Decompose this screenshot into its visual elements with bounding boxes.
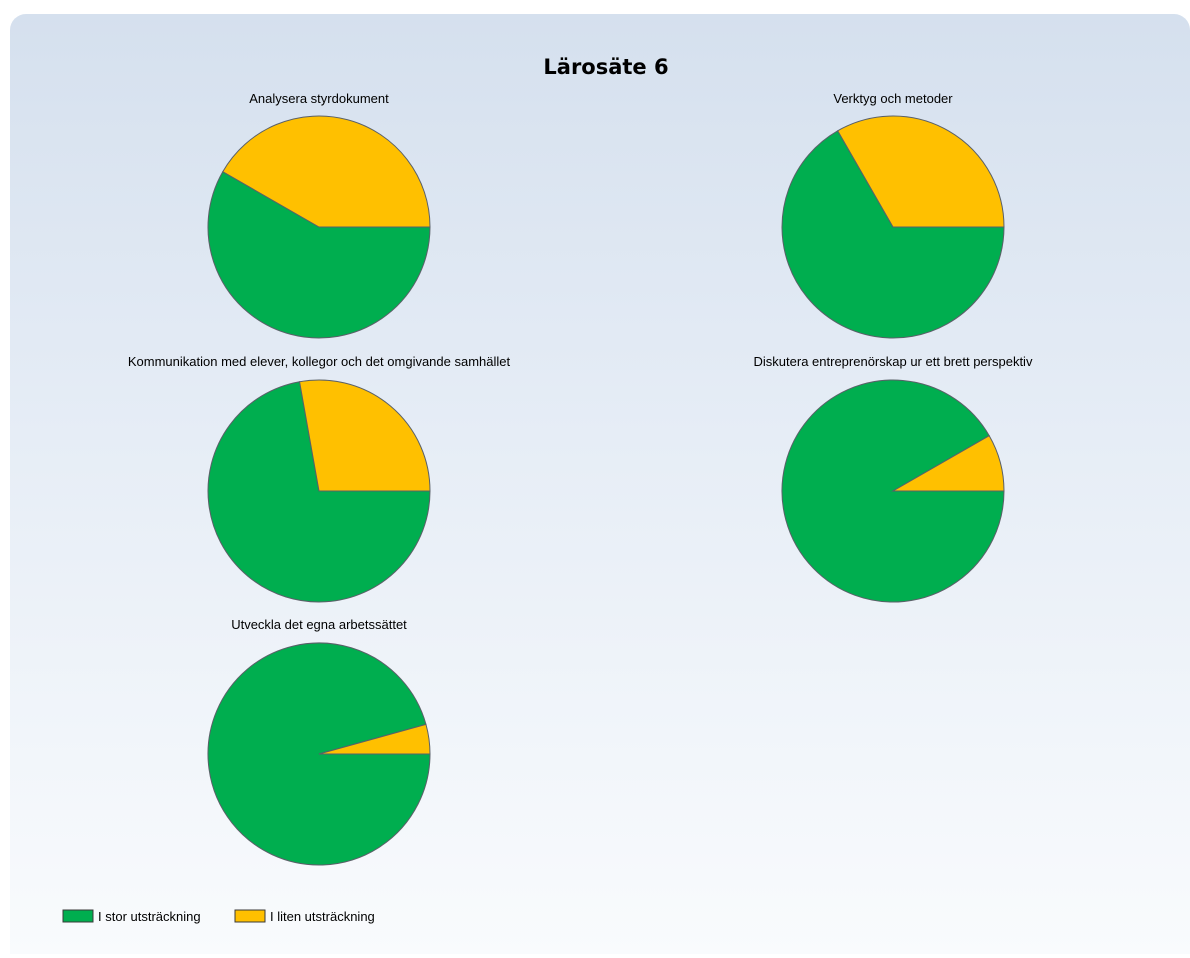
legend-swatch-i-liten-utstrackning: [234, 909, 266, 923]
pie-title: Kommunikation med elever, kollegor och d…: [128, 354, 511, 369]
pie-title: Verktyg och metoder: [833, 91, 953, 106]
chart-title: Lärosäte 6: [543, 55, 668, 79]
chart-panel: Lärosäte 6 Analysera styrdokument Verktyg…: [10, 14, 1190, 954]
pie-title: Utveckla det egna arbetssättet: [231, 617, 407, 632]
legend-swatch-i-stor-utstrackning: [62, 909, 94, 923]
pie-title: Analysera styrdokument: [249, 91, 389, 106]
slice-i-stor-utstrackning: [207, 171, 431, 339]
pie-verktyg-och-metoder: Verktyg och metoder: [781, 91, 1005, 339]
slice-i-liten-utstrackning: [222, 115, 431, 228]
pie-utveckla-det-egna-arbetssattet: Utveckla det egna arbetssättet: [207, 617, 431, 866]
slice-i-stor-utstrackning: [781, 130, 1005, 339]
legend-label-i-liten-utstrackning: I liten utsträckning: [270, 909, 375, 924]
pie-charts-figure: Lärosäte 6 Analysera styrdokument Verktyg…: [62, 55, 1033, 924]
slice-i-liten-utstrackning: [298, 379, 431, 492]
legend: I stor utsträckning I liten utsträckning: [62, 909, 375, 924]
pie-analysera-styrdokument: Analysera styrdokument: [207, 91, 431, 339]
pie-diskutera-entreprenorskap-ur-ett-brett-perspektiv: Diskutera entreprenörskap ur ett brett p…: [754, 354, 1033, 603]
pie-title: Diskutera entreprenörskap ur ett brett p…: [754, 354, 1033, 369]
slice-i-stor-utstrackning: [207, 381, 431, 603]
pies-layer: Analysera styrdokument Verktyg och metode…: [128, 91, 1033, 866]
slice-i-liten-utstrackning: [891, 435, 1005, 492]
pie-kommunikation-med-elever-kollegor-och-det-omgivande-samhallet: Kommunikation med elever, kollegor och d…: [128, 354, 511, 603]
slice-i-liten-utstrackning: [318, 723, 431, 755]
slice-i-liten-utstrackning: [837, 115, 1005, 228]
legend-label-i-stor-utstrackning: I stor utsträckning: [98, 909, 201, 924]
